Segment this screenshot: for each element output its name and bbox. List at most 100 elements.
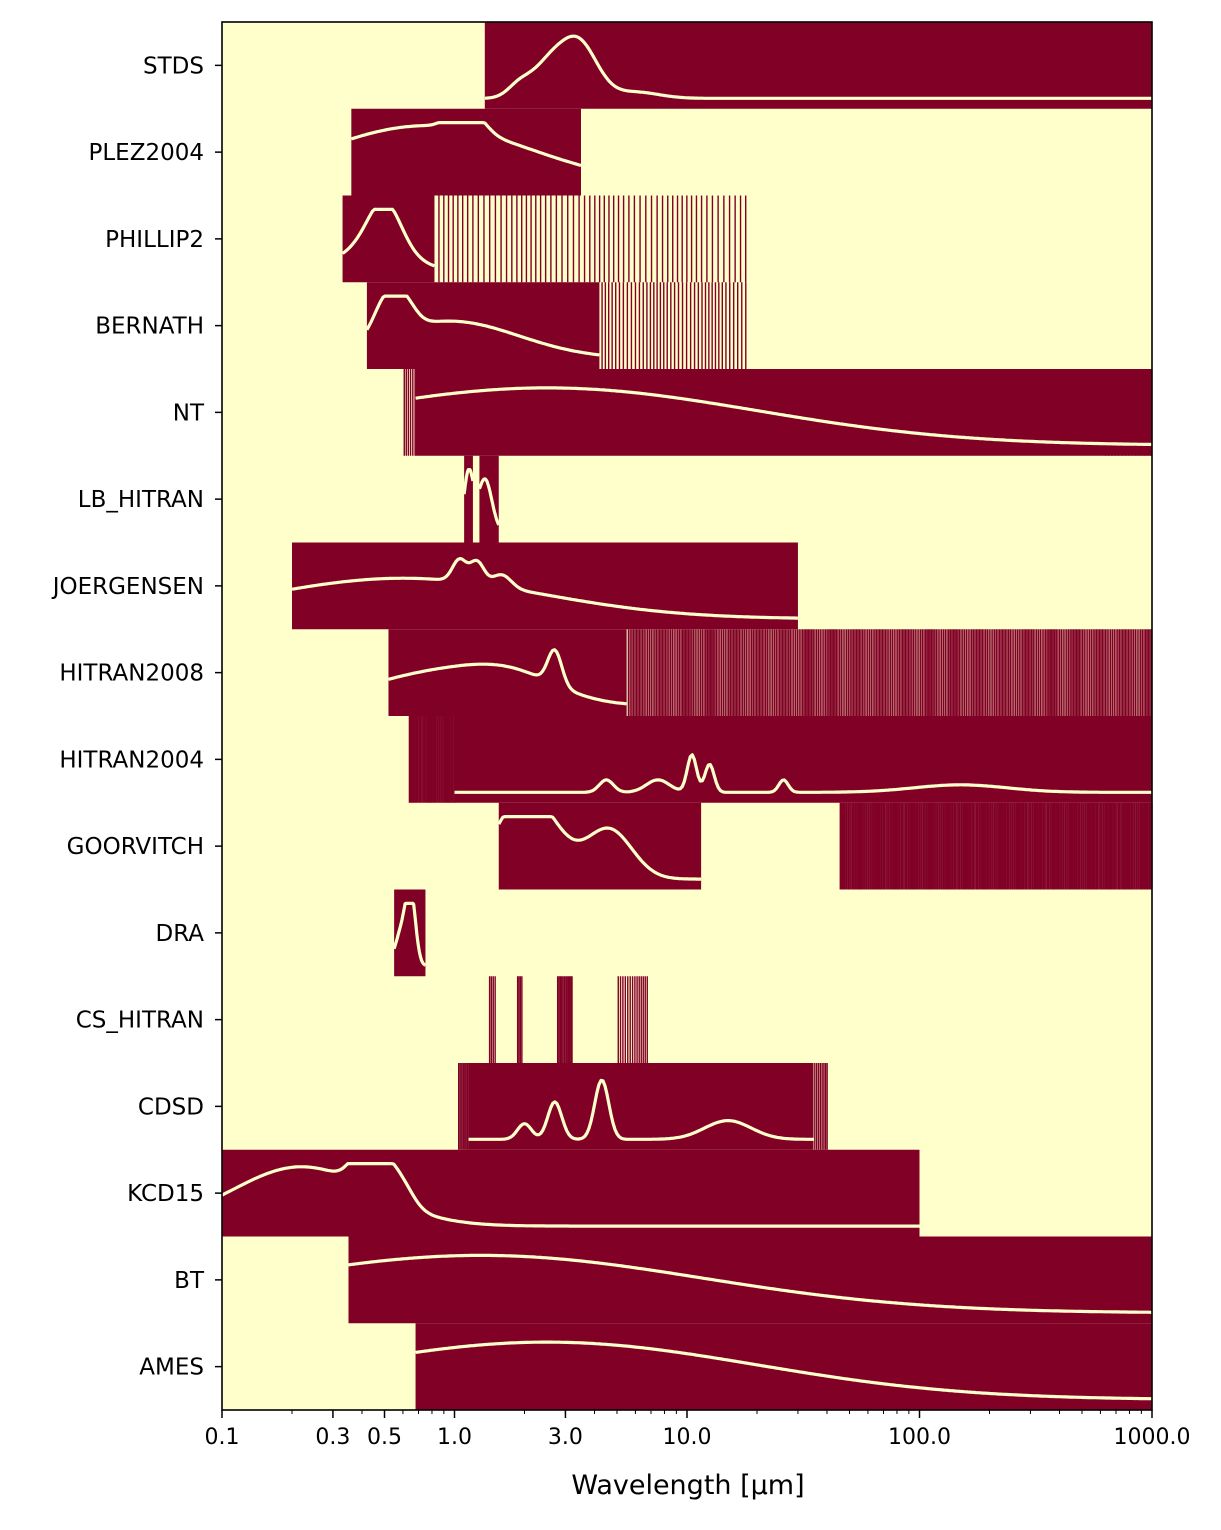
y-tick-label: CDSD	[138, 1094, 204, 1120]
coverage-line	[627, 976, 629, 1063]
coverage-line	[857, 629, 859, 716]
coverage-line	[1144, 802, 1146, 890]
coverage-line	[566, 976, 568, 1063]
coverage-line	[521, 195, 523, 283]
coverage-line	[958, 802, 961, 890]
coverage-line	[440, 716, 442, 803]
coverage-line	[505, 195, 508, 283]
coverage-line	[1086, 802, 1089, 890]
coverage-line	[717, 195, 719, 283]
coverage-line	[1011, 802, 1014, 890]
y-tick-label: GOORVITCH	[67, 834, 204, 860]
coverage-line	[684, 629, 687, 716]
coverage-line	[832, 629, 834, 716]
coverage-line	[1016, 802, 1019, 890]
coverage-line	[1108, 629, 1110, 716]
coverage-line	[683, 629, 685, 716]
coverage-line	[852, 802, 855, 890]
coverage-line	[854, 802, 856, 890]
coverage-line	[657, 629, 659, 716]
coverage-line	[958, 629, 961, 716]
y-tick-label: BERNATH	[95, 314, 204, 340]
coverage-line	[942, 802, 944, 890]
coverage-line	[921, 629, 924, 716]
coverage-line	[928, 629, 930, 716]
coverage-line	[1131, 802, 1134, 890]
spectrum-line	[221, 1162, 920, 1228]
coverage-line	[908, 802, 910, 890]
coverage-line	[1101, 629, 1104, 716]
coverage-line	[724, 629, 726, 716]
y-axis: STDS PLEZ2004 PHILLIP2 BERNATH NT LB_HITRAN JO…	[51, 53, 222, 1381]
coverage-line	[1002, 802, 1004, 890]
coverage-line	[891, 629, 894, 716]
coverage-line	[411, 716, 414, 803]
coverage-line	[1040, 802, 1042, 890]
coverage-line	[967, 629, 969, 716]
coverage-line	[939, 802, 941, 890]
coverage-line	[1143, 629, 1145, 716]
coverage-line	[882, 802, 884, 890]
coverage-line	[875, 802, 878, 890]
coverage-line	[701, 629, 704, 716]
coverage-line	[740, 629, 742, 716]
coverage-line	[780, 629, 782, 716]
coverage-line	[1098, 802, 1100, 890]
coverage-line	[963, 629, 966, 716]
coverage-line	[1120, 629, 1122, 716]
coverage-line	[837, 629, 839, 716]
coverage-line	[700, 195, 703, 283]
coverage-line	[457, 1063, 460, 1150]
coverage-line	[428, 716, 430, 803]
coverage-line	[965, 629, 968, 716]
coverage-line	[950, 802, 952, 890]
coverage-line	[1149, 802, 1152, 890]
coverage-line	[567, 976, 570, 1063]
coverage-line	[1103, 802, 1105, 890]
coverage-line	[672, 195, 674, 283]
coverage-line	[905, 802, 908, 890]
coverage-line	[729, 282, 731, 369]
coverage-line	[1075, 802, 1077, 890]
coverage-line	[434, 716, 437, 803]
spectrum-line	[484, 34, 1152, 100]
coverage-line	[918, 802, 921, 890]
coverage-line	[889, 629, 892, 716]
coverage-line	[1055, 802, 1057, 890]
coverage-line	[414, 716, 416, 803]
coverage-line	[636, 976, 638, 1063]
coverage-line	[738, 629, 741, 716]
coverage-band	[388, 629, 627, 716]
coverage-line	[997, 802, 999, 890]
coverage-line	[403, 369, 405, 456]
coverage-line	[432, 716, 435, 803]
coverage-line	[944, 629, 946, 716]
coverage-line	[722, 629, 725, 716]
coverage-line	[814, 629, 816, 716]
coverage-line	[865, 629, 867, 716]
y-tick-label: HITRAN2008	[59, 661, 204, 687]
coverage-line	[891, 802, 893, 890]
coverage-line	[922, 802, 925, 890]
coverage-line	[1107, 369, 1110, 456]
coverage-line	[691, 629, 693, 716]
coverage-line	[681, 195, 683, 283]
coverage-line	[1064, 629, 1066, 716]
coverage-line	[697, 282, 700, 369]
coverage-line	[461, 1063, 463, 1150]
coverage-line	[863, 802, 865, 890]
coverage-line	[1059, 802, 1061, 890]
coverage-line	[946, 629, 948, 716]
spectrum-line	[415, 1340, 1152, 1401]
coverage-line	[1090, 802, 1092, 890]
coverage-line	[815, 1063, 818, 1150]
coverage-line	[634, 976, 636, 1063]
coverage-line	[787, 629, 790, 716]
coverage-line	[986, 629, 989, 716]
coverage-line	[890, 802, 892, 890]
coverage-line	[812, 629, 814, 716]
coverage-line	[966, 802, 969, 890]
coverage-line	[745, 282, 747, 369]
spectrum-line	[415, 386, 1153, 447]
